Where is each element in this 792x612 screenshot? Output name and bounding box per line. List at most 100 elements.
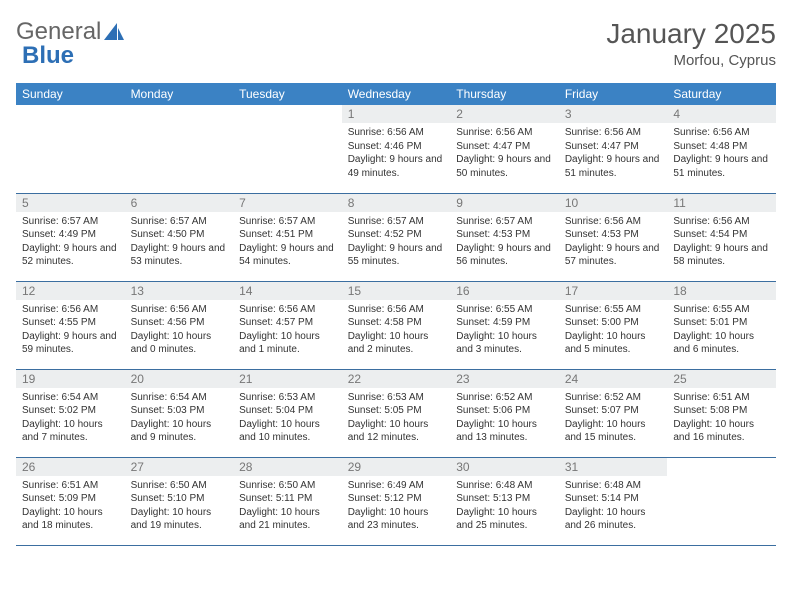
day-details: Sunrise: 6:56 AMSunset: 4:56 PMDaylight:… [125,300,234,361]
daylight-text: Daylight: 10 hours and 0 minutes. [131,330,228,357]
sunrise-text: Sunrise: 6:57 AM [131,215,228,229]
day-number: 3 [559,105,668,123]
sunset-text: Sunset: 5:02 PM [22,404,119,418]
calendar-week-row: 12Sunrise: 6:56 AMSunset: 4:55 PMDayligh… [16,281,776,369]
day-number: 9 [450,194,559,212]
day-details: Sunrise: 6:55 AMSunset: 5:01 PMDaylight:… [667,300,776,361]
sunrise-text: Sunrise: 6:55 AM [565,303,662,317]
calendar-table: Sunday Monday Tuesday Wednesday Thursday… [16,83,776,546]
day-number: 30 [450,458,559,476]
weekday-header: Friday [559,83,668,105]
header: General January 2025 Morfou, Cyprus [16,18,776,69]
sunrise-text: Sunrise: 6:56 AM [131,303,228,317]
day-number: 20 [125,370,234,388]
sunrise-text: Sunrise: 6:50 AM [131,479,228,493]
weekday-header: Saturday [667,83,776,105]
sunrise-text: Sunrise: 6:48 AM [456,479,553,493]
calendar-day-cell: 23Sunrise: 6:52 AMSunset: 5:06 PMDayligh… [450,369,559,457]
day-details: Sunrise: 6:57 AMSunset: 4:50 PMDaylight:… [125,212,234,273]
daylight-text: Daylight: 9 hours and 50 minutes. [456,153,553,180]
calendar-day-cell: 5Sunrise: 6:57 AMSunset: 4:49 PMDaylight… [16,193,125,281]
day-number: 5 [16,194,125,212]
calendar-day-cell [16,105,125,193]
daylight-text: Daylight: 10 hours and 5 minutes. [565,330,662,357]
calendar-day-cell: 11Sunrise: 6:56 AMSunset: 4:54 PMDayligh… [667,193,776,281]
day-details: Sunrise: 6:49 AMSunset: 5:12 PMDaylight:… [342,476,451,537]
calendar-day-cell: 15Sunrise: 6:56 AMSunset: 4:58 PMDayligh… [342,281,451,369]
day-number: 18 [667,282,776,300]
sunset-text: Sunset: 5:11 PM [239,492,336,506]
day-details: Sunrise: 6:56 AMSunset: 4:47 PMDaylight:… [559,123,668,184]
calendar-day-cell: 6Sunrise: 6:57 AMSunset: 4:50 PMDaylight… [125,193,234,281]
sunset-text: Sunset: 4:53 PM [565,228,662,242]
calendar-week-row: 26Sunrise: 6:51 AMSunset: 5:09 PMDayligh… [16,457,776,545]
sunrise-text: Sunrise: 6:54 AM [22,391,119,405]
sunrise-text: Sunrise: 6:56 AM [673,126,770,140]
daylight-text: Daylight: 10 hours and 13 minutes. [456,418,553,445]
sunset-text: Sunset: 5:13 PM [456,492,553,506]
calendar-day-cell [233,105,342,193]
daylight-text: Daylight: 10 hours and 26 minutes. [565,506,662,533]
sunrise-text: Sunrise: 6:55 AM [456,303,553,317]
month-title: January 2025 [606,18,776,50]
calendar-day-cell: 10Sunrise: 6:56 AMSunset: 4:53 PMDayligh… [559,193,668,281]
calendar-day-cell: 22Sunrise: 6:53 AMSunset: 5:05 PMDayligh… [342,369,451,457]
daylight-text: Daylight: 10 hours and 1 minute. [239,330,336,357]
calendar-body: 1Sunrise: 6:56 AMSunset: 4:46 PMDaylight… [16,105,776,545]
sunset-text: Sunset: 4:51 PM [239,228,336,242]
sunset-text: Sunset: 5:12 PM [348,492,445,506]
logo-sail-icon [103,22,125,42]
daylight-text: Daylight: 10 hours and 18 minutes. [22,506,119,533]
sunset-text: Sunset: 4:56 PM [131,316,228,330]
daylight-text: Daylight: 9 hours and 54 minutes. [239,242,336,269]
calendar-day-cell: 14Sunrise: 6:56 AMSunset: 4:57 PMDayligh… [233,281,342,369]
sunrise-text: Sunrise: 6:52 AM [456,391,553,405]
calendar-day-cell: 3Sunrise: 6:56 AMSunset: 4:47 PMDaylight… [559,105,668,193]
daylight-text: Daylight: 9 hours and 49 minutes. [348,153,445,180]
sunset-text: Sunset: 5:03 PM [131,404,228,418]
calendar-day-cell: 29Sunrise: 6:49 AMSunset: 5:12 PMDayligh… [342,457,451,545]
day-number: 25 [667,370,776,388]
calendar-day-cell: 16Sunrise: 6:55 AMSunset: 4:59 PMDayligh… [450,281,559,369]
daylight-text: Daylight: 9 hours and 53 minutes. [131,242,228,269]
day-details: Sunrise: 6:51 AMSunset: 5:09 PMDaylight:… [16,476,125,537]
sunrise-text: Sunrise: 6:53 AM [239,391,336,405]
sunset-text: Sunset: 4:50 PM [131,228,228,242]
day-number: 17 [559,282,668,300]
day-details: Sunrise: 6:56 AMSunset: 4:53 PMDaylight:… [559,212,668,273]
day-number [233,105,342,123]
sunrise-text: Sunrise: 6:51 AM [22,479,119,493]
daylight-text: Daylight: 10 hours and 3 minutes. [456,330,553,357]
daylight-text: Daylight: 9 hours and 59 minutes. [22,330,119,357]
day-number: 26 [16,458,125,476]
day-number: 10 [559,194,668,212]
sunset-text: Sunset: 4:54 PM [673,228,770,242]
day-details: Sunrise: 6:57 AMSunset: 4:53 PMDaylight:… [450,212,559,273]
daylight-text: Daylight: 9 hours and 57 minutes. [565,242,662,269]
day-number: 11 [667,194,776,212]
calendar-day-cell: 17Sunrise: 6:55 AMSunset: 5:00 PMDayligh… [559,281,668,369]
sunrise-text: Sunrise: 6:57 AM [239,215,336,229]
day-number: 13 [125,282,234,300]
daylight-text: Daylight: 9 hours and 52 minutes. [22,242,119,269]
sunrise-text: Sunrise: 6:56 AM [348,303,445,317]
daylight-text: Daylight: 10 hours and 19 minutes. [131,506,228,533]
sunset-text: Sunset: 4:57 PM [239,316,336,330]
sunset-text: Sunset: 4:59 PM [456,316,553,330]
daylight-text: Daylight: 10 hours and 21 minutes. [239,506,336,533]
calendar-day-cell: 12Sunrise: 6:56 AMSunset: 4:55 PMDayligh… [16,281,125,369]
day-details: Sunrise: 6:56 AMSunset: 4:54 PMDaylight:… [667,212,776,273]
calendar-day-cell: 18Sunrise: 6:55 AMSunset: 5:01 PMDayligh… [667,281,776,369]
day-number: 4 [667,105,776,123]
weekday-header: Wednesday [342,83,451,105]
weekday-header: Sunday [16,83,125,105]
calendar-day-cell: 31Sunrise: 6:48 AMSunset: 5:14 PMDayligh… [559,457,668,545]
sunrise-text: Sunrise: 6:49 AM [348,479,445,493]
location: Morfou, Cyprus [606,52,776,69]
day-details: Sunrise: 6:54 AMSunset: 5:02 PMDaylight:… [16,388,125,449]
day-number: 15 [342,282,451,300]
day-details: Sunrise: 6:56 AMSunset: 4:48 PMDaylight:… [667,123,776,184]
day-number: 14 [233,282,342,300]
logo-text-blue: Blue [22,42,74,70]
day-details: Sunrise: 6:55 AMSunset: 4:59 PMDaylight:… [450,300,559,361]
